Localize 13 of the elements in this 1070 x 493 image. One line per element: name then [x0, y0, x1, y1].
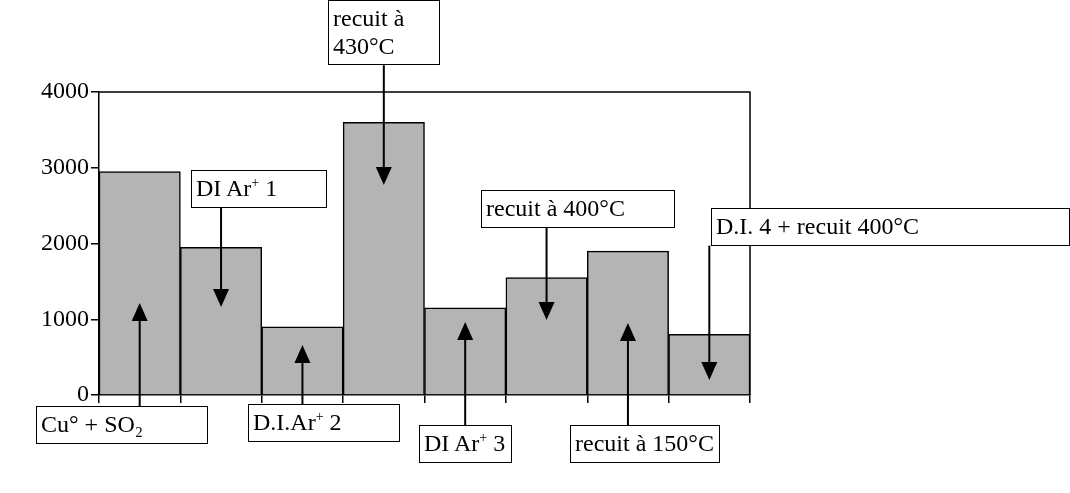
y-tick-label: 1000: [41, 304, 89, 331]
text-box: recuit à 430°C: [328, 0, 440, 66]
text-box: D.I. 4 + recuit 400°C: [711, 208, 1070, 246]
y-tick-label: 4000: [41, 77, 89, 104]
text-box: Cu° + SO₂: [36, 406, 208, 444]
y-tick-label: 0: [77, 380, 89, 407]
text-box: D.I.Ar$^{+}$ 2: [248, 404, 400, 442]
text-box: DI Ar$^{+}$ 3: [419, 425, 512, 463]
text-box: recuit à 150°C: [570, 425, 720, 463]
text-box: DI Ar$^{+}$ 1: [191, 170, 327, 208]
y-tick-label: 2000: [41, 228, 89, 255]
y-tick-label: 3000: [41, 153, 89, 180]
text-box: recuit à 400°C: [481, 190, 675, 228]
